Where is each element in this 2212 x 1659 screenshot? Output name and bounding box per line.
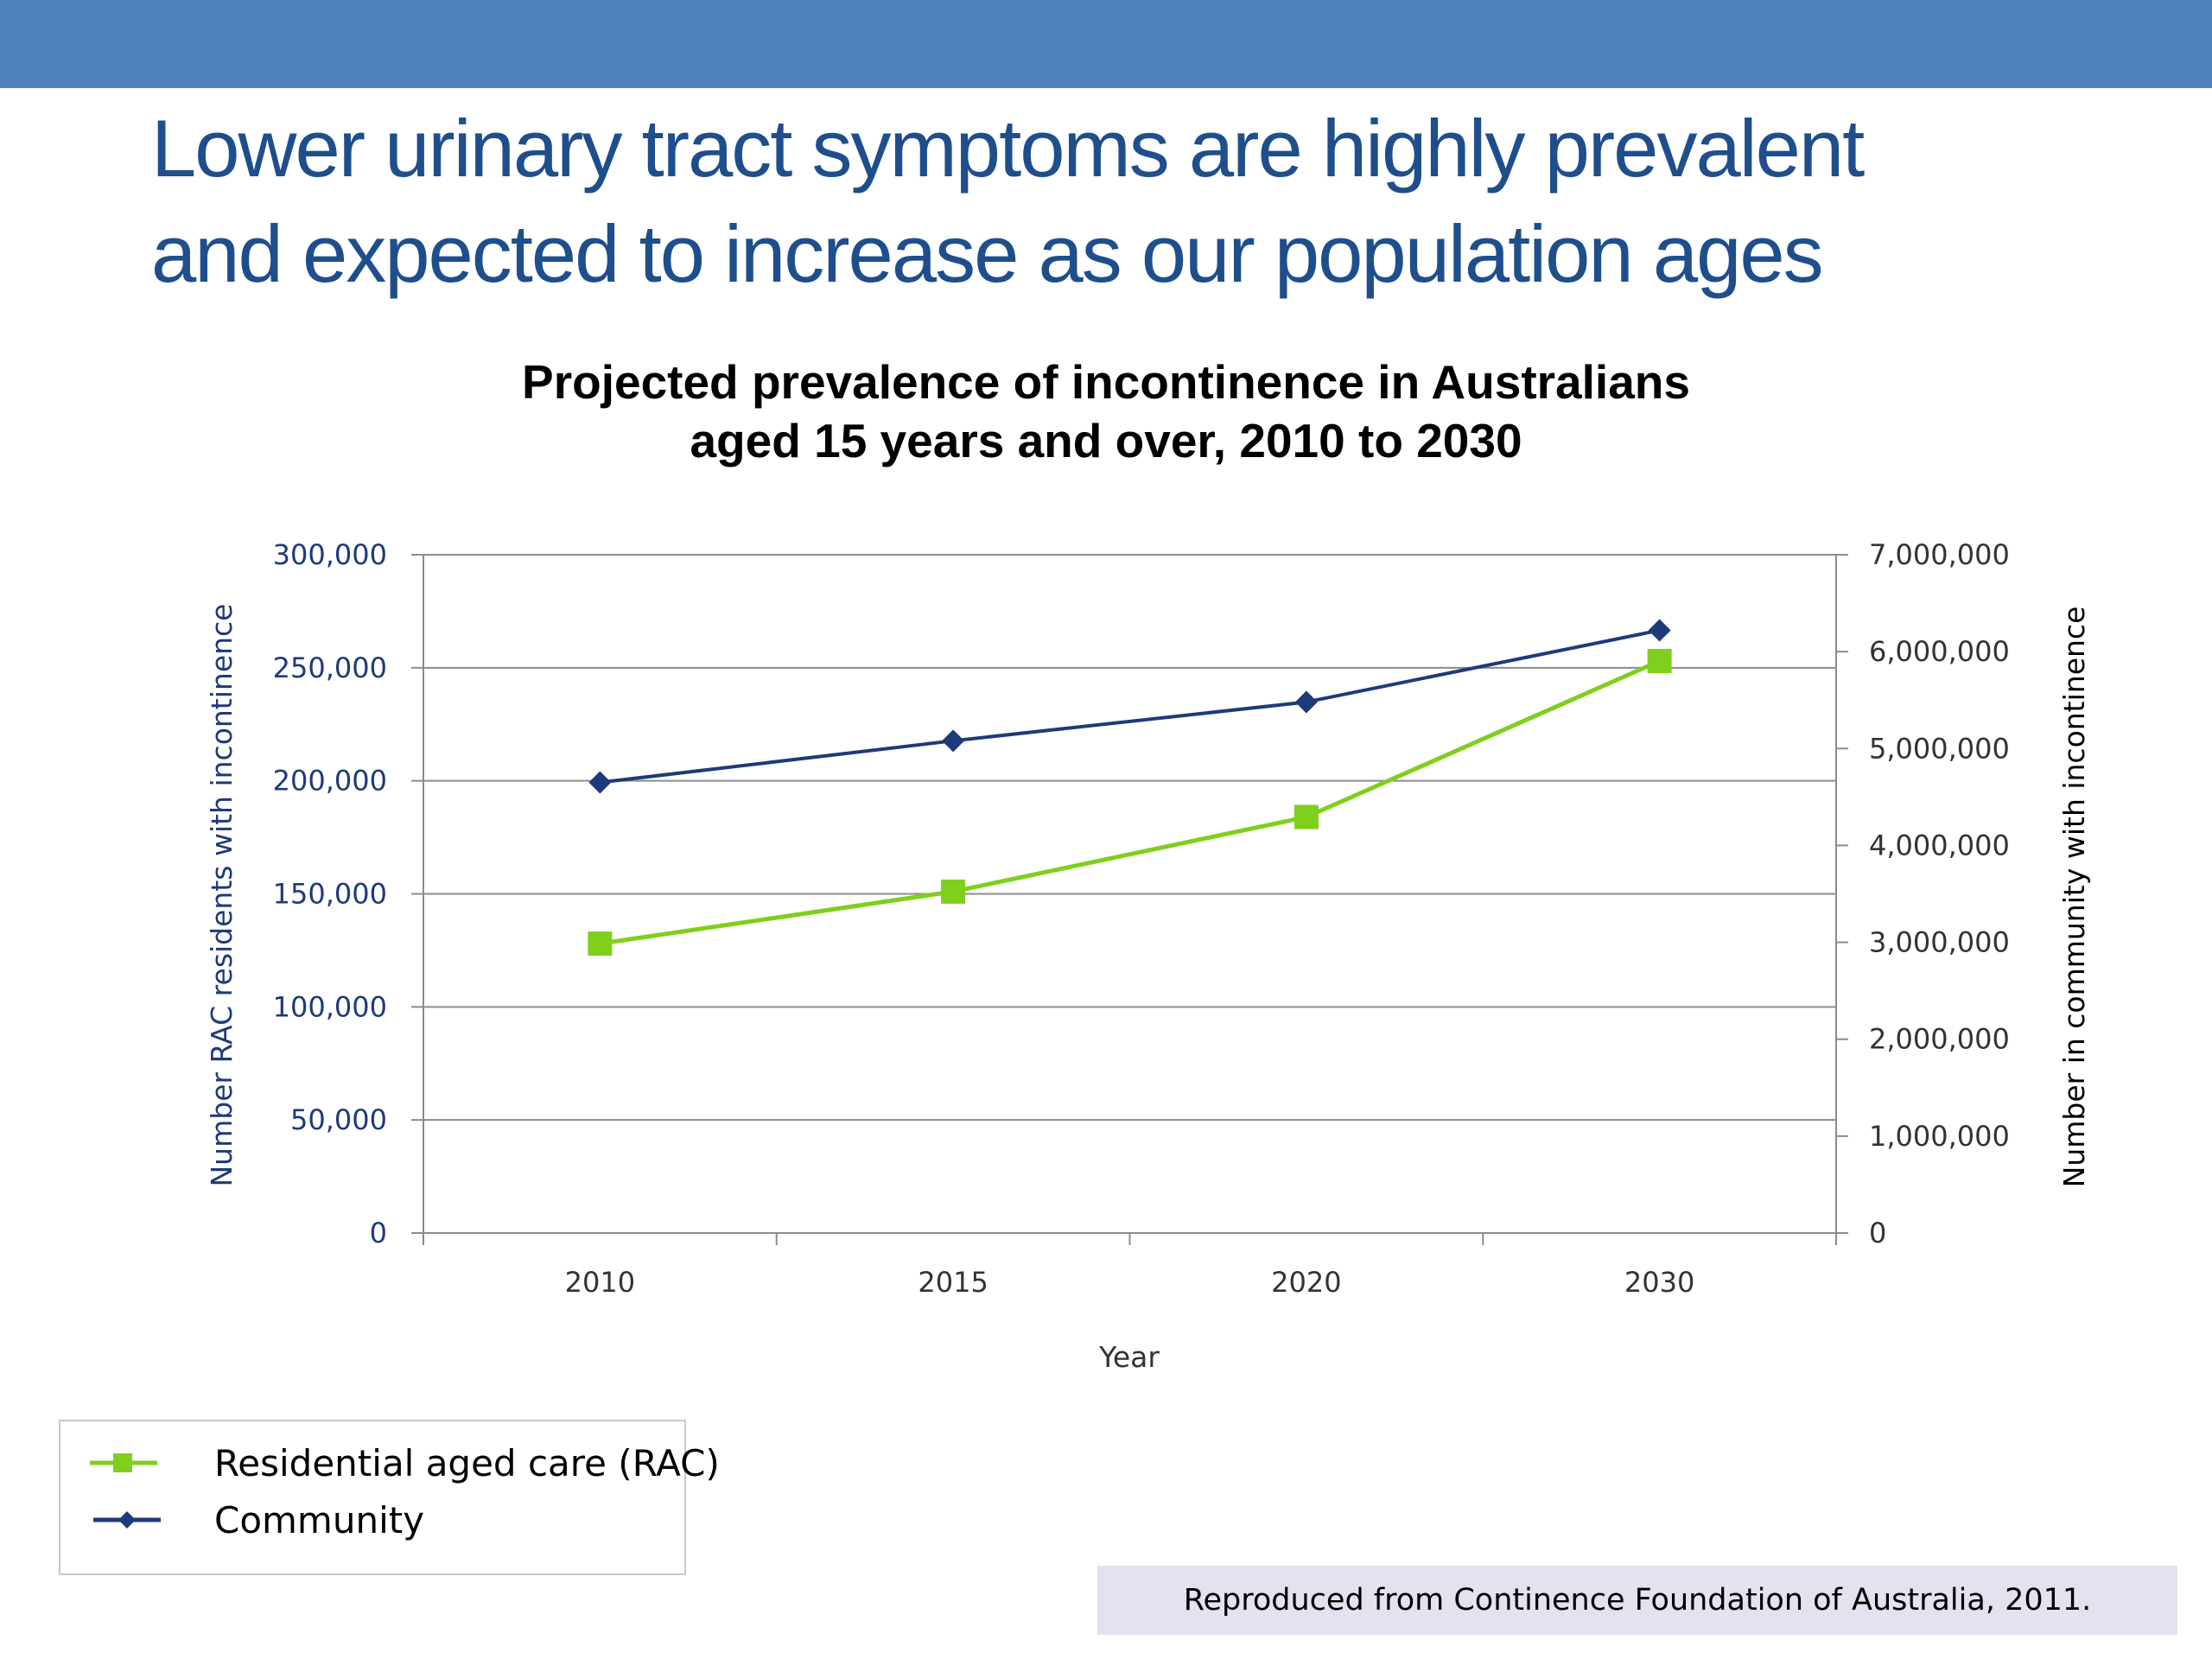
axis-labels: Number RAC residents with incontinence N…	[205, 604, 2091, 1375]
y-left-tick-label: 300,000	[273, 538, 387, 571]
x-tick-label: 2010	[565, 1266, 635, 1299]
legend-label-rac: Residential aged care (RAC)	[214, 1442, 720, 1484]
y-axis-left-label: Number RAC residents with incontinence	[205, 604, 238, 1187]
series	[588, 619, 1672, 957]
legend: Residential aged care (RAC) Community	[59, 1420, 720, 1575]
x-tick-label: 2030	[1624, 1266, 1694, 1299]
legend-swatch-community	[93, 1511, 161, 1529]
y-right-tick-label: 3,000,000	[1869, 926, 2010, 959]
chart: 0 50,000 100,000 150,000 200,000 250,000 300,0…	[205, 538, 2091, 1375]
y-right-tick-label: 2,000,000	[1869, 1023, 2010, 1056]
axes: 0 50,000 100,000 150,000 200,000 250,000 300,0…	[273, 538, 2010, 1299]
chart-title-line-2: aged 15 years and over, 2010 to 2030	[690, 414, 1522, 467]
data-point-community	[942, 729, 965, 753]
y-left-tick-label: 100,000	[273, 990, 387, 1023]
source-note: Reproduced from Continence Foundation of…	[1097, 1566, 2177, 1635]
y-left-tick-label: 50,000	[290, 1103, 387, 1136]
series-line-community	[600, 628, 1661, 785]
legend-swatch-rac	[90, 1453, 157, 1472]
x-tick-label: 2015	[918, 1266, 988, 1299]
data-point-rac	[588, 931, 613, 957]
y-left-tick-label: 200,000	[273, 765, 387, 798]
chart-title-line-1: Projected prevalence of incontinence in …	[522, 355, 1690, 409]
y-left-tick-label: 250,000	[273, 652, 387, 684]
y-right-tick-label: 7,000,000	[1869, 538, 2010, 571]
legend-item-community: Community	[86, 1494, 674, 1546]
x-axis-label: Year	[1098, 1340, 1160, 1374]
y-right-tick-label: 0	[1869, 1217, 1886, 1249]
x-tick-label: 2020	[1271, 1266, 1341, 1299]
slide-title-line-2: and expected to increase as our populati…	[151, 208, 1824, 299]
data-point-community	[588, 771, 612, 794]
y-right-tick-label: 4,000,000	[1869, 829, 2010, 861]
gridlines	[423, 554, 1837, 1234]
y-right-tick-label: 5,000,000	[1869, 732, 2010, 765]
series-line-rac	[600, 658, 1661, 946]
data-point-rac	[1647, 648, 1672, 673]
y-right-tick-label: 1,000,000	[1869, 1120, 2010, 1153]
y-axis-right-label: Number in community with incontinence	[2057, 607, 2091, 1188]
header-bar	[0, 0, 2212, 88]
data-point-community	[1294, 690, 1318, 714]
y-right-tick-label: 6,000,000	[1869, 635, 2010, 668]
data-point-rac	[1294, 804, 1319, 830]
legend-label-community: Community	[214, 1499, 425, 1541]
slide-title-line-1: Lower urinary tract symptoms are highly …	[151, 103, 1865, 194]
y-left-tick-label: 150,000	[273, 878, 387, 911]
y-left-tick-label: 0	[370, 1217, 387, 1249]
data-point-community	[1648, 619, 1671, 642]
legend-item-rac: Residential aged care (RAC)	[86, 1437, 720, 1489]
source-text: Reproduced from Continence Foundation of…	[1183, 1583, 2092, 1618]
data-point-rac	[941, 879, 966, 904]
